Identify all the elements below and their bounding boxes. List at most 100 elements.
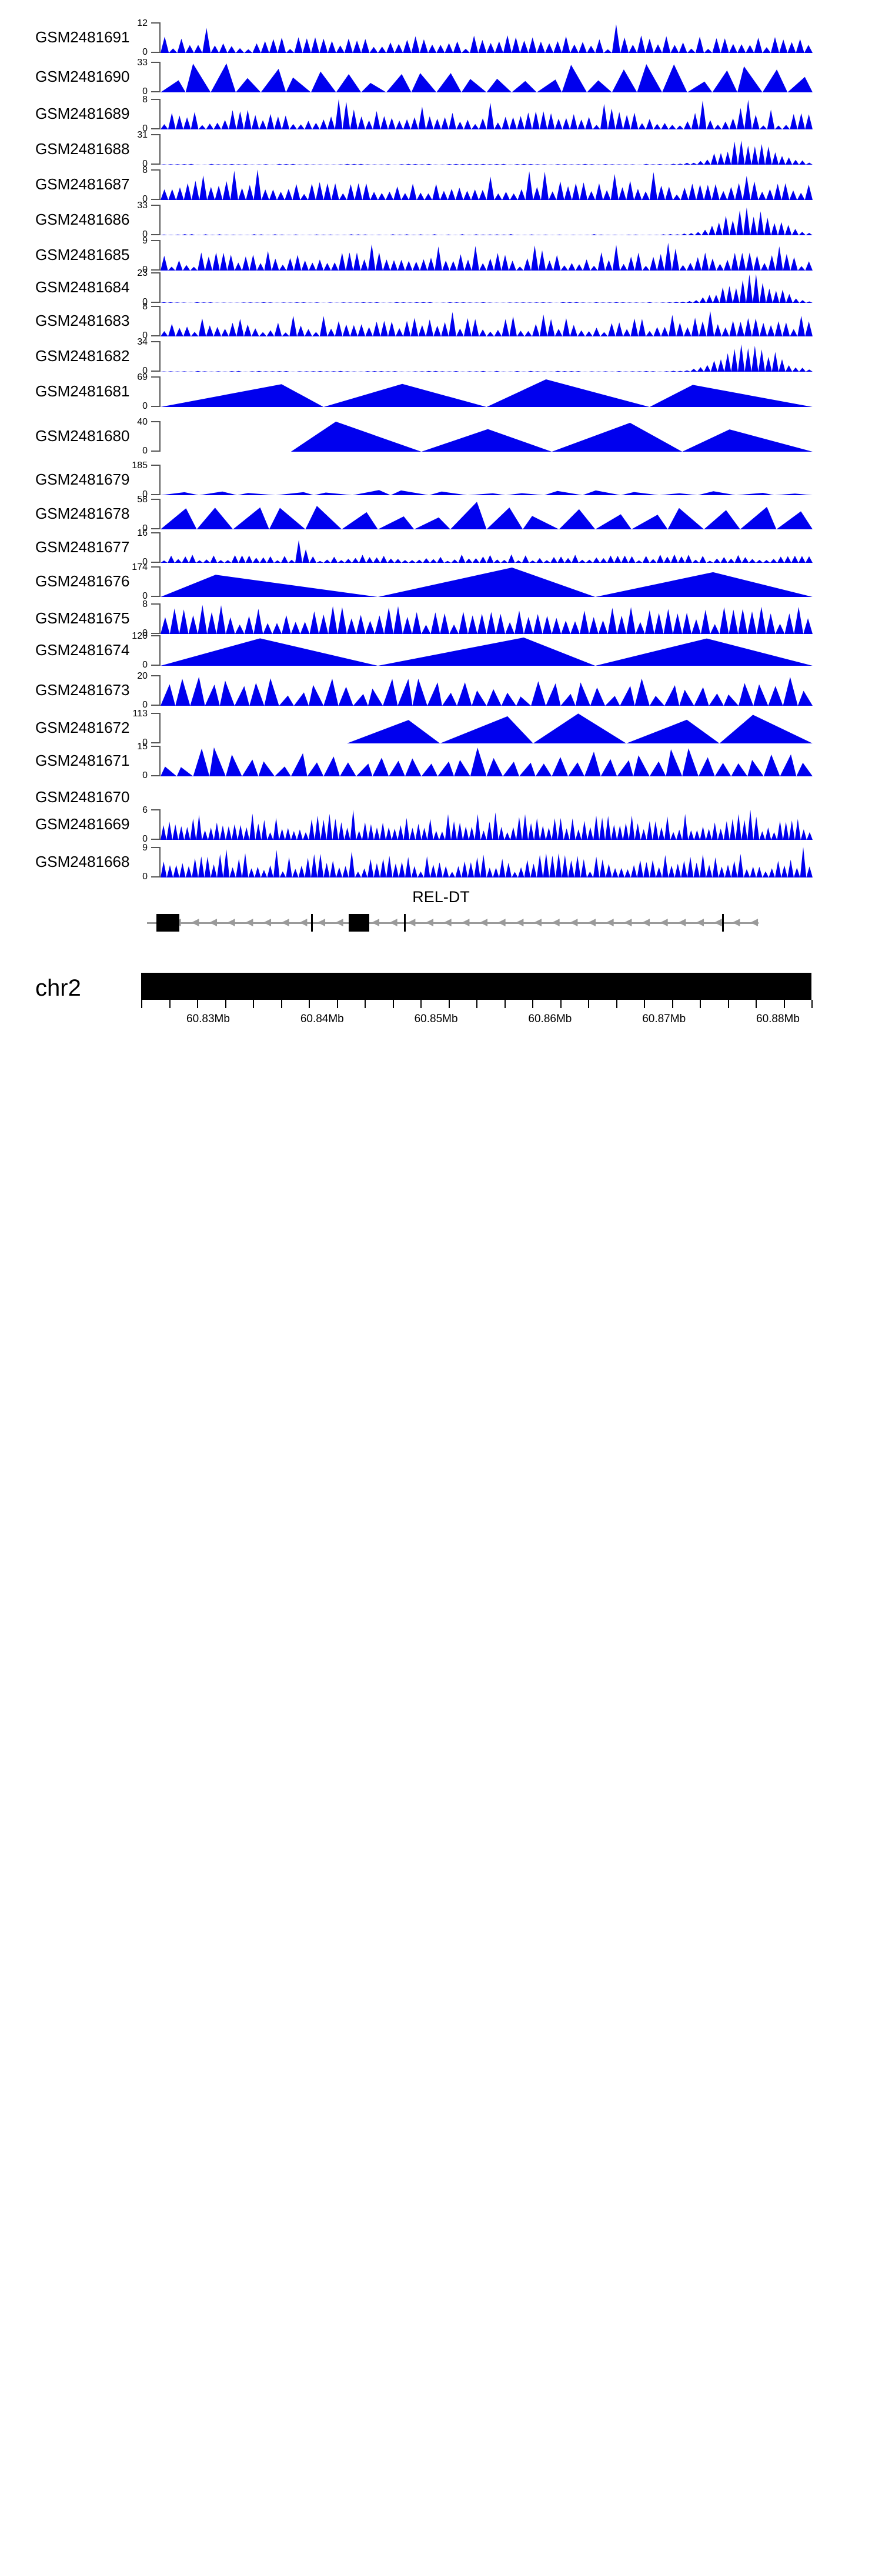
y-axis-min-label: 0 <box>142 557 148 567</box>
coverage-plot-area <box>161 746 813 776</box>
y-axis-tick-min <box>151 406 161 407</box>
coverage-plot-area <box>161 566 813 597</box>
y-axis-min-label: 0 <box>142 159 148 169</box>
track-label: GSM2481684 <box>35 278 130 296</box>
ruler-tick-label: 60.83Mb <box>186 1013 230 1025</box>
coverage-track: GSM2481691 12 0 <box>0 19 882 57</box>
coverage-plot-area <box>161 675 813 706</box>
coverage-area <box>161 713 813 743</box>
y-axis-max-label: 8 <box>142 165 148 175</box>
y-axis-max-label: 69 <box>137 372 148 382</box>
y-axis-tick-max <box>151 272 161 273</box>
track-label: GSM2481687 <box>35 175 130 193</box>
track-label: GSM2481672 <box>35 719 130 736</box>
y-axis-tick-min <box>151 494 161 495</box>
y-axis-line <box>159 205 161 235</box>
strand-direction-arrow-icon: ◀ <box>552 916 560 928</box>
strand-direction-arrow-icon: ◀ <box>299 916 308 928</box>
y-axis-min-label: 0 <box>142 628 148 638</box>
coverage-plot-area <box>161 99 813 129</box>
chromosome-bar[interactable] <box>141 973 811 1000</box>
coverage-track: GSM2481677 16 0 <box>0 529 882 567</box>
y-axis-max-label: 23 <box>137 268 148 278</box>
y-axis-tick-max <box>151 62 161 63</box>
strand-direction-arrow-icon: ◀ <box>407 916 416 928</box>
track-y-axis: 34 0 <box>137 338 161 376</box>
track-label: GSM2481681 <box>35 382 130 400</box>
y-axis-max-label: 185 <box>132 461 148 471</box>
track-label: GSM2481682 <box>35 347 130 365</box>
y-axis-min-label: 0 <box>142 124 148 134</box>
strand-direction-arrow-icon: ◀ <box>245 916 253 928</box>
coverage-area <box>161 63 813 92</box>
coverage-track: GSM2481669 6 0 <box>0 806 882 844</box>
track-y-axis: 33 0 <box>137 58 161 96</box>
ruler-tick-label: 60.85Mb <box>414 1013 458 1025</box>
y-axis-tick-min <box>151 705 161 706</box>
strand-direction-arrow-icon: ◀ <box>191 916 199 928</box>
ruler-minor-tick <box>280 1000 282 1008</box>
strand-direction-arrow-icon: ◀ <box>714 916 722 928</box>
exon-block[interactable] <box>349 914 369 932</box>
coverage-area <box>161 540 813 563</box>
gene-boundary-tick <box>310 914 313 932</box>
y-axis-max-label: 40 <box>137 417 148 427</box>
ruler-minor-tick <box>756 1000 757 1008</box>
ruler-tick-label: 60.88Mb <box>756 1013 800 1025</box>
strand-direction-arrow-icon: ◀ <box>624 916 632 928</box>
strand-direction-arrow-icon: ◀ <box>570 916 578 928</box>
track-label: GSM2481675 <box>35 609 130 627</box>
coverage-plot-area <box>161 272 813 303</box>
y-axis-max-label: 174 <box>132 562 148 572</box>
y-axis-max-label: 120 <box>132 631 148 641</box>
coverage-track: GSM2481671 15 0 <box>0 742 882 780</box>
y-axis-tick-min <box>151 91 161 92</box>
track-y-axis: 33 0 <box>137 201 161 239</box>
strand-direction-arrow-icon: ◀ <box>426 916 434 928</box>
coverage-track: GSM2481675 8 0 <box>0 599 882 638</box>
y-axis-max-label: 12 <box>137 18 148 28</box>
ruler-minor-tick <box>700 1000 701 1008</box>
gene-name-label: REL-DT <box>412 888 470 906</box>
coverage-plot-area <box>161 421 813 452</box>
y-axis-min-label: 0 <box>142 265 148 275</box>
y-axis-tick-max <box>151 421 161 422</box>
y-axis-tick-max <box>151 341 161 342</box>
y-axis-min-label: 0 <box>142 366 148 376</box>
track-label: GSM2481690 <box>35 68 130 85</box>
y-axis-min-label: 0 <box>142 591 148 601</box>
track-y-axis: 69 0 <box>137 373 161 411</box>
gene-boundary-tick <box>403 914 406 932</box>
y-axis-tick-max <box>151 240 161 241</box>
y-axis-tick-max <box>151 809 161 810</box>
y-axis-max-label: 9 <box>142 236 148 246</box>
coverage-area <box>161 24 813 53</box>
strand-direction-arrow-icon: ◀ <box>516 916 524 928</box>
y-axis-max-label: 34 <box>137 337 148 347</box>
strand-direction-arrow-icon: ◀ <box>480 916 488 928</box>
y-axis-tick-max <box>151 169 161 171</box>
y-axis-max-label: 31 <box>137 130 148 140</box>
strand-direction-arrow-icon: ◀ <box>660 916 668 928</box>
y-axis-max-label: 8 <box>142 599 148 609</box>
ruler-minor-tick <box>783 1000 785 1008</box>
gene-model-row[interactable]: ◀◀◀◀◀◀◀◀◀◀◀◀◀◀◀◀◀◀◀◀◀◀◀◀◀◀◀◀◀◀◀◀◀◀ <box>0 912 882 935</box>
strand-direction-arrow-icon: ◀ <box>642 916 650 928</box>
track-y-axis: 15 0 <box>137 742 161 780</box>
track-label: GSM2481680 <box>35 427 130 445</box>
track-y-axis: 40 0 <box>137 418 161 456</box>
y-axis-max-label: 58 <box>137 495 148 505</box>
exon-block[interactable] <box>156 914 180 932</box>
coverage-track: GSM2481681 69 0 <box>0 373 882 411</box>
y-axis-tick-max <box>151 566 161 568</box>
coverage-track: GSM2481679 185 0 <box>0 461 882 499</box>
coverage-plot-area <box>161 603 813 634</box>
chromosome-label: chr2 <box>35 975 81 1001</box>
track-y-axis: 12 0 <box>137 19 161 57</box>
ruler-minor-tick <box>336 1000 338 1008</box>
track-label: GSM2481671 <box>35 752 130 769</box>
coverage-area <box>161 99 813 129</box>
coverage-plot-area <box>161 62 813 92</box>
